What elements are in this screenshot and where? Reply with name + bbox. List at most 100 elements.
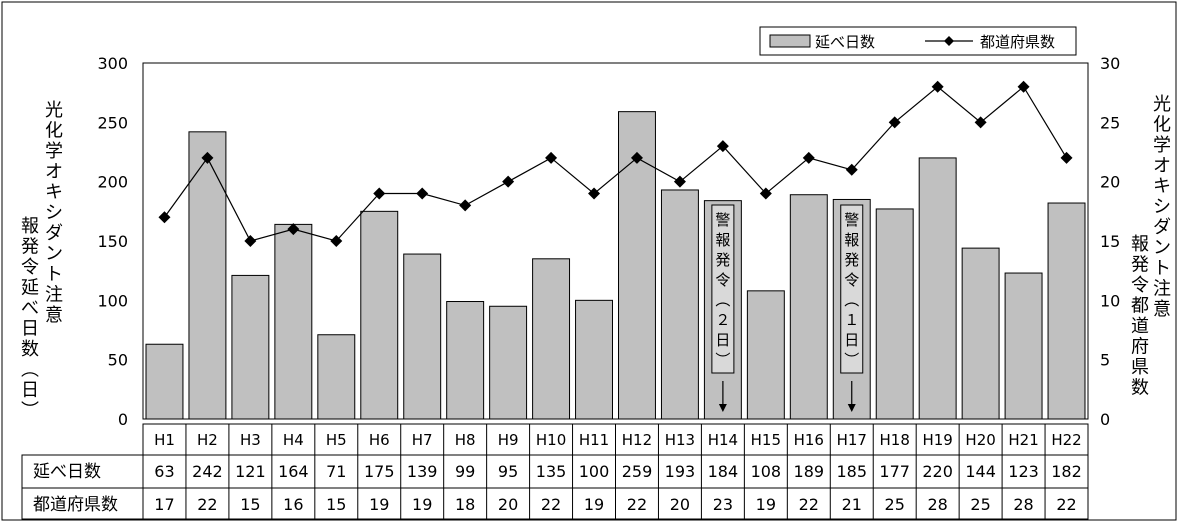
bar — [446, 301, 485, 420]
y-axis-label-right-char: 都 — [1131, 296, 1149, 317]
table-cell-days: 139 — [407, 462, 438, 481]
y-axis-label-left-char: 光 — [45, 100, 63, 121]
y-axis-label-right-char: 令 — [1131, 275, 1149, 296]
line-point — [673, 175, 686, 188]
table-cell-days: 220 — [922, 462, 953, 481]
table-cell-days: 63 — [154, 462, 174, 481]
bar — [660, 189, 699, 420]
y-axis-label-left-char: ト — [45, 264, 63, 285]
table-cell-days: 242 — [192, 462, 223, 481]
bar — [274, 223, 313, 420]
bar — [403, 253, 442, 420]
y-tick-label-left: 200 — [97, 173, 128, 192]
bar — [317, 334, 356, 420]
y-axis-label-left-char: 日 — [21, 380, 39, 401]
table-cell-days: 189 — [794, 462, 825, 481]
table-cell-prefectures: 22 — [197, 495, 217, 514]
table-cell-days: 108 — [751, 462, 782, 481]
y-axis-label-right-char: 光 — [1153, 94, 1171, 115]
line-point — [931, 80, 944, 93]
y-tick-label-right: 5 — [1100, 351, 1110, 370]
y-axis-label-right-char: 注 — [1153, 279, 1171, 300]
bar — [1047, 202, 1086, 420]
y-axis-label-right-char: 意 — [1153, 299, 1171, 320]
table-cell-days: 121 — [235, 462, 266, 481]
x-tick-label: H11 — [579, 431, 609, 449]
line-point — [545, 151, 558, 164]
y-axis-label-left-char: 延 — [21, 278, 39, 299]
y-tick-label-right: 15 — [1100, 232, 1120, 251]
legend: 延べ日数 都道府県数 — [759, 26, 1077, 56]
legend-line-label: 都道府県数 — [980, 33, 1055, 51]
annotation-char: 令 — [844, 271, 859, 289]
line-point — [502, 175, 515, 188]
x-tick-label: H2 — [197, 431, 218, 449]
table-cell-prefectures: 15 — [240, 495, 260, 514]
bar — [145, 343, 184, 420]
table-cell-days: 95 — [498, 462, 518, 481]
annotation-char: 日 — [844, 331, 859, 349]
table-cell-prefectures: 20 — [670, 495, 690, 514]
x-tick-label: H1 — [154, 431, 175, 449]
y-axis-label-left-char: シ — [45, 203, 63, 224]
line-point — [459, 199, 472, 212]
line-point — [630, 151, 643, 164]
y-axis-label-right-char: 県 — [1131, 357, 1149, 378]
table-cell-prefectures: 28 — [1013, 495, 1033, 514]
annotation-char: 報 — [715, 231, 730, 249]
annotation-box — [711, 204, 735, 374]
bar — [875, 208, 914, 420]
y-axis-label-right-char: ダ — [1153, 217, 1171, 238]
x-tick-label: H8 — [455, 431, 476, 449]
x-tick-label: H16 — [794, 431, 824, 449]
x-tick-label: H17 — [837, 431, 867, 449]
line-point — [158, 211, 171, 224]
table-cell-prefectures: 21 — [842, 495, 862, 514]
y-tick-label-left: 50 — [108, 351, 128, 370]
table-cell-days: 100 — [579, 462, 610, 481]
y-tick-label-right: 30 — [1100, 54, 1120, 73]
y-axis-label-left-char: 数 — [21, 339, 39, 360]
table-cell-days: 185 — [836, 462, 867, 481]
table-cell-prefectures: 28 — [927, 495, 947, 514]
y-axis-label-left-char: キ — [45, 182, 63, 203]
y-axis-label-left-char: オ — [45, 162, 63, 183]
annotation-box — [840, 204, 864, 374]
legend-box — [759, 26, 1077, 56]
y-tick-label-right: 25 — [1100, 113, 1120, 132]
legend-bar-label: 延べ日数 — [815, 33, 875, 51]
y-axis-label-left-char: ン — [45, 244, 63, 265]
y-axis-label-left-char: 報 — [21, 216, 39, 237]
x-tick-label: H14 — [708, 431, 738, 449]
table-cell-prefectures: 16 — [283, 495, 303, 514]
table-row-label: 都道府県数 — [33, 495, 118, 515]
table-cell-prefectures: 19 — [369, 495, 389, 514]
table-cell-prefectures: 22 — [1056, 495, 1076, 514]
line-point — [759, 187, 772, 200]
x-tick-label: H19 — [922, 431, 952, 449]
line-point — [287, 223, 300, 236]
line-point — [1060, 151, 1073, 164]
table-cell-prefectures: 19 — [584, 495, 604, 514]
table-cell-prefectures: 23 — [713, 495, 733, 514]
y-axis-label-left-char: ︵ — [21, 360, 39, 381]
annotation-char: 令 — [715, 271, 730, 289]
right-axis-ticks: 0 5 10 15 20 25 30 — [1100, 54, 1120, 429]
y-tick-label-left: 100 — [97, 291, 128, 310]
table-cell-days: 99 — [455, 462, 475, 481]
x-tick-label: H22 — [1051, 431, 1081, 449]
line-point — [802, 151, 815, 164]
y-axis-label-right-char: ト — [1153, 258, 1171, 279]
y-tick-label-left: 300 — [97, 54, 128, 73]
table-cell-days: 175 — [364, 462, 395, 481]
line-series-path — [163, 85, 1068, 242]
annotation-char: ︶ — [715, 351, 730, 369]
legend-bar-swatch — [769, 34, 811, 48]
table-cell-days: 184 — [708, 462, 739, 481]
annotation-char: 警 — [715, 211, 730, 229]
y-axis-label-right-char: ン — [1153, 238, 1171, 259]
annotation-char: 報 — [844, 231, 859, 249]
table-cell-prefectures: 25 — [885, 495, 905, 514]
annotation-char: 日 — [715, 331, 730, 349]
